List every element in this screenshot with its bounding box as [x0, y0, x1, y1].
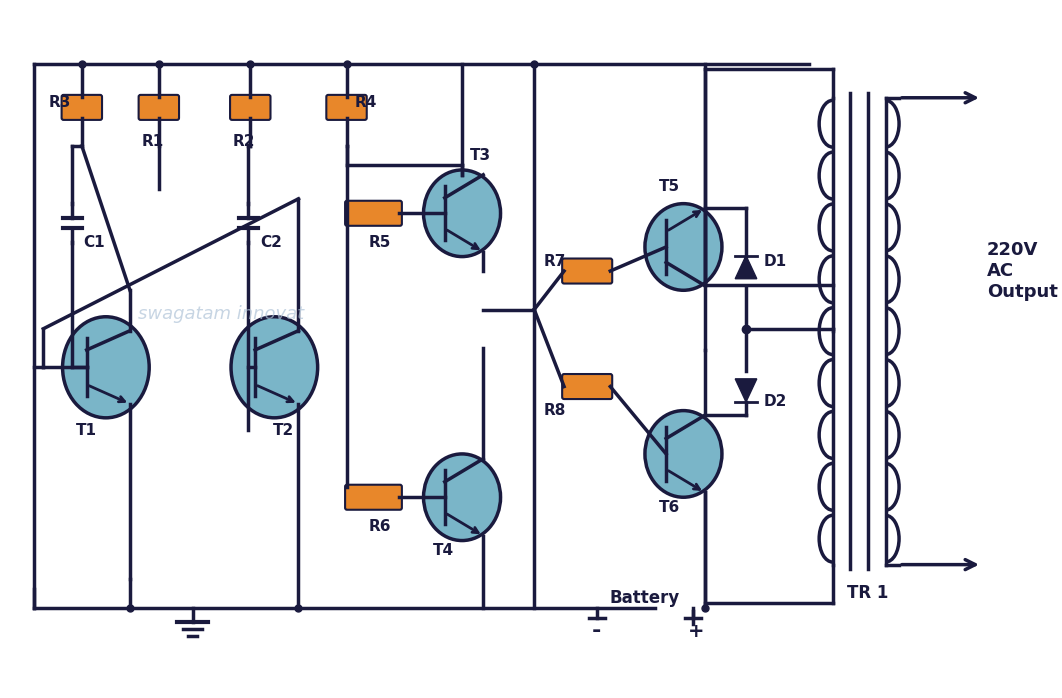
Polygon shape — [735, 379, 757, 402]
FancyBboxPatch shape — [326, 95, 366, 120]
Text: R5: R5 — [369, 235, 391, 250]
Text: -: - — [592, 621, 601, 641]
Ellipse shape — [424, 170, 500, 257]
Text: C1: C1 — [84, 235, 105, 250]
Text: R4: R4 — [355, 95, 377, 110]
Text: 220V
AC
Output: 220V AC Output — [987, 242, 1058, 301]
FancyBboxPatch shape — [230, 95, 271, 120]
Text: T2: T2 — [273, 423, 294, 438]
FancyBboxPatch shape — [562, 374, 612, 399]
Text: D2: D2 — [764, 394, 787, 409]
Text: T6: T6 — [660, 500, 681, 514]
Text: T4: T4 — [433, 543, 455, 558]
Text: D1: D1 — [764, 254, 787, 269]
FancyBboxPatch shape — [345, 201, 401, 225]
Polygon shape — [735, 255, 757, 279]
FancyBboxPatch shape — [62, 95, 102, 120]
Text: R8: R8 — [544, 403, 566, 418]
Text: R7: R7 — [544, 254, 566, 269]
Text: swagatam innovat: swagatam innovat — [138, 305, 305, 323]
Text: T5: T5 — [660, 179, 681, 194]
Ellipse shape — [645, 204, 722, 290]
Ellipse shape — [232, 317, 318, 418]
Text: +: + — [688, 622, 705, 641]
Text: Battery: Battery — [610, 589, 680, 607]
Text: T3: T3 — [469, 149, 491, 163]
Text: R1: R1 — [141, 133, 164, 149]
FancyBboxPatch shape — [562, 258, 612, 283]
Text: R6: R6 — [369, 519, 391, 534]
Ellipse shape — [63, 317, 149, 418]
Text: R2: R2 — [233, 133, 256, 149]
Text: TR 1: TR 1 — [847, 584, 889, 602]
Text: R3: R3 — [48, 95, 70, 110]
Ellipse shape — [424, 454, 500, 540]
Ellipse shape — [645, 410, 722, 497]
FancyBboxPatch shape — [139, 95, 179, 120]
Text: C2: C2 — [260, 235, 281, 250]
Text: T1: T1 — [76, 423, 97, 438]
FancyBboxPatch shape — [345, 484, 401, 510]
